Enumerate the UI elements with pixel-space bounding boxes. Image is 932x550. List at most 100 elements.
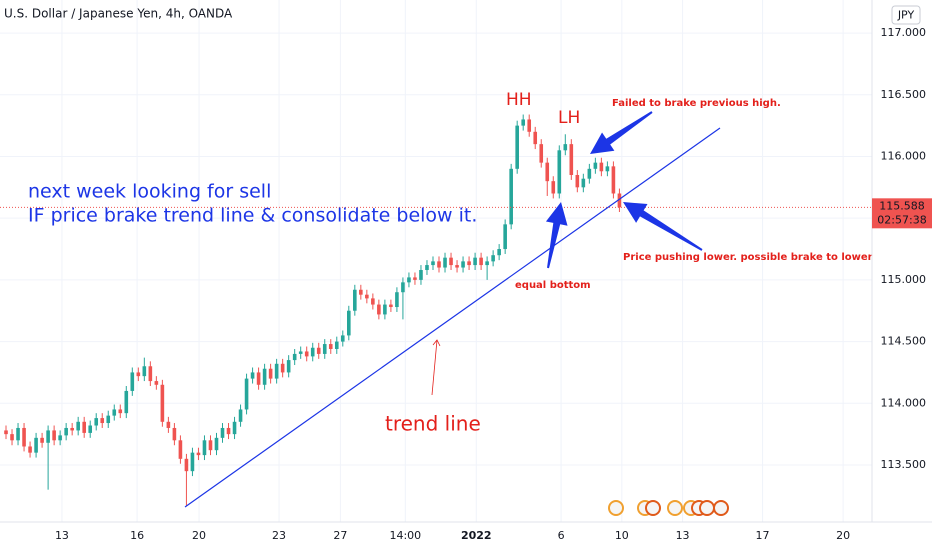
arrow-head [432, 339, 441, 347]
candle-body [563, 144, 568, 151]
y-tick-label: 113.500 [881, 458, 927, 471]
candle-body [497, 249, 501, 256]
currency-box[interactable] [891, 5, 921, 25]
x-tick-label: 2022 [461, 529, 492, 542]
axes: 113.500114.000114.500115.000115.500116.0… [55, 26, 932, 542]
candle-body [40, 437, 44, 443]
candle-body [70, 427, 74, 431]
y-tick-label: 117.000 [881, 26, 927, 39]
candle-body [485, 261, 489, 266]
candle-body [328, 344, 333, 349]
candle-body [220, 427, 225, 438]
candle-body [569, 144, 574, 175]
candle-body [316, 347, 321, 354]
candle-body [304, 351, 309, 357]
candle-body [365, 294, 369, 299]
candle-body [160, 384, 165, 422]
event-icon [645, 500, 661, 516]
annotation: trend line [385, 412, 481, 436]
x-tick-label: 10 [615, 529, 629, 542]
candle-body [58, 435, 62, 441]
candle-body [521, 119, 525, 126]
y-tick-label: 114.500 [881, 335, 927, 348]
candle-body [509, 168, 513, 225]
event-icon [608, 500, 624, 516]
candle-body [166, 421, 171, 428]
candle-body [461, 261, 465, 268]
candle-body [340, 335, 345, 342]
candle-body [539, 144, 544, 163]
candle-body [232, 421, 237, 435]
candle-body [28, 446, 32, 453]
candle-body [455, 265, 459, 268]
candle-body [425, 265, 429, 271]
candle-body [527, 119, 532, 132]
x-tick-label: 13 [676, 529, 690, 542]
candle-body [515, 125, 519, 169]
x-tick-label: 13 [55, 529, 69, 542]
x-tick-label: 16 [130, 529, 144, 542]
candle-body [491, 255, 495, 262]
countdown: 02:57:38 [877, 213, 926, 226]
event-icon [699, 500, 715, 516]
candle-body [401, 282, 405, 293]
candle-body [551, 181, 556, 194]
annotation: HH [506, 90, 532, 110]
candle-body [226, 427, 231, 435]
annotation: LH [558, 108, 580, 128]
candle-body [100, 418, 105, 424]
candle-body [407, 277, 411, 283]
annotations: U.S. Dollar / Japanese Yen, 4h, OANDA ne… [4, 7, 873, 436]
currency[interactable]: JPY [897, 9, 915, 22]
y-tick-label: 115.000 [881, 273, 927, 286]
arrow [590, 111, 653, 154]
candle-body [238, 409, 243, 422]
event-icon [667, 500, 683, 516]
candle-body [208, 440, 213, 451]
candle-body [413, 277, 417, 280]
annotation: Price pushing lower. possible brake to l… [623, 252, 873, 263]
grid [0, 0, 872, 522]
candle-body [172, 427, 177, 441]
candle-body [184, 458, 189, 472]
candle-body [286, 360, 291, 373]
candle-body [4, 430, 8, 435]
candle-body [593, 162, 598, 169]
candle-body [274, 363, 279, 379]
arrow [431, 339, 438, 396]
candle-body [22, 427, 26, 447]
candle-body [112, 409, 117, 416]
candle-body [16, 427, 20, 441]
candle-body [298, 351, 303, 354]
candle-body [154, 381, 159, 385]
candle-body [347, 310, 351, 336]
candle-body [244, 378, 249, 410]
y-tick-label: 116.000 [881, 149, 927, 162]
candle-body [617, 193, 622, 208]
candle-body [545, 162, 550, 182]
candle-body [383, 304, 387, 315]
candle-body [443, 257, 447, 268]
annotation: Failed to brake previous high. [612, 98, 781, 109]
candle-body [310, 347, 315, 357]
candle-body [280, 363, 285, 373]
event-icon [713, 500, 729, 516]
candle-body [106, 415, 111, 424]
candle-body [557, 150, 562, 194]
arrow [623, 202, 703, 251]
candle-body [196, 452, 201, 456]
candle-body [605, 166, 610, 172]
candle-body [88, 425, 93, 433]
candle-body [389, 304, 393, 308]
candles [0, 114, 872, 506]
annotation: next week looking for sell [28, 181, 271, 203]
x-tick-label: 20 [192, 529, 206, 542]
candle-body [94, 418, 99, 426]
candle-body [395, 292, 399, 308]
candle-body [581, 178, 586, 188]
annotation: equal bottom [515, 280, 591, 291]
candle-body [322, 344, 327, 354]
candle-body [268, 368, 273, 379]
